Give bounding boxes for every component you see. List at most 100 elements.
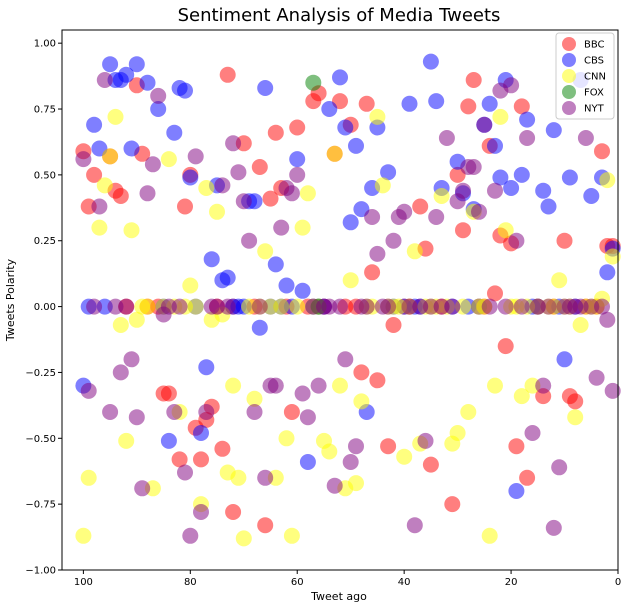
data-point-nyt-80 [503,77,520,94]
data-point-nyt-55 [369,245,386,262]
data-point-cnn-40 [299,185,316,202]
data-point-nyt-49 [337,351,354,368]
data-point-bbc-48 [380,438,397,455]
data-point-nyt-30 [235,193,252,210]
data-point-cbs-31 [251,319,268,336]
data-point-nyt-22 [193,504,209,520]
data-point-cbs-81 [545,122,562,139]
data-point-nyt-74 [471,203,487,220]
data-point-cbs-76 [519,111,536,128]
data-point-bbc-54 [422,456,439,473]
data-point-nyt-76 [481,298,498,315]
plot-frame [61,29,619,571]
data-point-bbc-60 [465,72,482,88]
data-point-nyt-27 [219,298,236,315]
data-point-cnn-46 [332,377,348,394]
data-point-cbs-38 [289,151,306,168]
data-point-bbc-46 [364,264,381,281]
data-point-cnn-36 [278,430,295,447]
data-point-cnn-23 [209,203,225,220]
data-point-bbc-56 [444,496,461,513]
data-point-bbc-14 [177,198,193,215]
data-point-bbc-24 [225,504,242,520]
data-point-cbs-73 [503,180,520,196]
data-point-cnn-49 [348,475,364,492]
x-tick-label: 40 [398,577,411,588]
data-point-bbc-49 [385,317,402,333]
data-point-nyt-10 [128,409,145,426]
data-point-nyt-94 [577,130,594,146]
data-point-cbs-45 [332,69,348,86]
data-point-nyt-81 [508,232,525,249]
data-point-nyt-14 [150,87,167,104]
data-point-bbc-2 [86,166,103,183]
data-point-nyt-57 [380,298,397,315]
data-point-bbc-47 [369,372,386,389]
data-point-nyt-51 [348,438,364,455]
data-point-bbc-79 [594,143,610,160]
data-point-cbs-34 [267,256,284,273]
data-point-nyt-11 [134,480,151,497]
data-point-cnn-35 [273,298,290,315]
data-point-cbs-60 [428,93,445,110]
data-point-bbc-29 [262,190,279,207]
data-point-nyt-86 [535,377,552,394]
data-point-cnn-54 [374,177,391,194]
data-point-nyt-32 [246,404,263,420]
data-point-cbs-47 [342,214,359,231]
data-point-cbs-80 [540,198,557,215]
data-point-cbs-12 [150,101,167,117]
data-point-cbs-17 [177,82,193,99]
legend-marker-cbs [562,53,576,67]
data-point-nyt-29 [230,164,247,181]
data-point-bbc-66 [497,338,514,355]
y-tick-label: 0.25 [34,236,56,247]
data-point-cnn-27 [230,469,247,486]
data-point-nyt-2 [86,298,103,315]
data-point-cnn-0 [75,527,92,544]
data-point-nyt-0 [75,151,92,168]
data-point-cnn-90 [572,317,589,333]
data-point-nyt-7 [112,364,129,381]
data-point-nyt-82 [513,298,530,315]
data-point-cnn-45 [326,145,343,162]
data-point-nyt-20 [182,527,199,544]
legend-marker-cnn [562,69,576,83]
data-point-fox-0 [305,74,322,91]
data-point-nyt-97 [594,298,610,315]
data-point-cnn-39 [294,219,311,236]
data-point-nyt-19 [177,464,193,481]
data-point-nyt-69 [444,298,461,315]
data-point-cnn-89 [567,409,584,426]
data-point-nyt-75 [476,116,493,133]
data-point-cnn-32 [257,243,274,260]
data-point-bbc-69 [513,98,530,115]
y-tick-label: −0.25 [25,368,56,379]
series-nyt [75,72,621,544]
x-tick-label: 20 [505,577,518,588]
data-point-nyt-58 [385,232,402,249]
data-point-cnn-60 [406,243,423,260]
data-point-nyt-60 [396,203,413,220]
data-point-bbc-59 [460,98,477,115]
data-point-cnn-74 [481,527,498,544]
data-point-cbs-11 [139,74,156,91]
data-point-bbc-45 [358,95,375,112]
chart-title: Sentiment Analysis of Media Tweets [178,5,501,26]
data-point-nyt-79 [497,298,514,315]
data-point-cbs-25 [219,269,236,286]
data-point-cbs-70 [487,137,503,154]
y-tick-label: −0.50 [25,434,56,445]
series-cnn [75,108,621,547]
data-point-cnn-14 [160,151,177,168]
data-point-cnn-21 [198,180,215,196]
data-point-cbs-22 [203,251,220,268]
x-tick-label: 0 [615,577,621,588]
data-point-bbc-17 [193,451,209,468]
data-point-cbs-89 [599,264,616,281]
data-point-cbs-2 [86,116,103,133]
x-tick-label: 80 [184,577,197,588]
data-point-cbs-5 [102,56,119,73]
data-point-nyt-17 [166,404,183,420]
legend-marker-bbc [562,37,576,51]
